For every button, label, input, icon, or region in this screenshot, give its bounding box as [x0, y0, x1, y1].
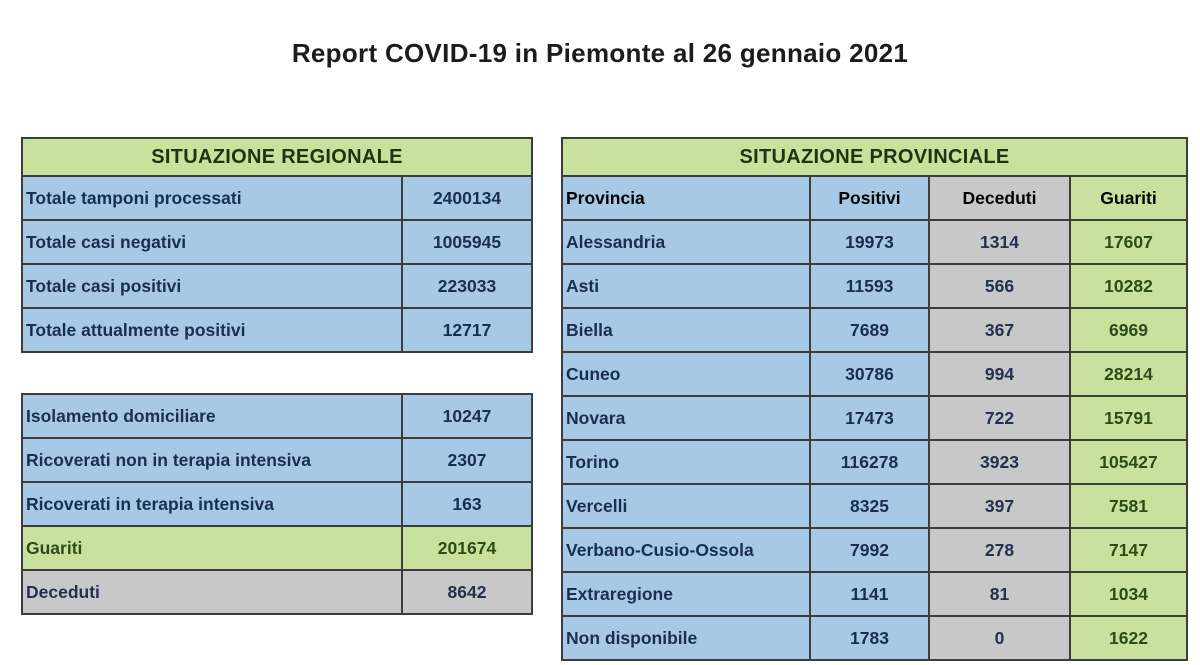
cell-deceduti: 722 — [928, 395, 1071, 441]
column-header-row: Provincia Positivi Deceduti Guariti — [561, 175, 1189, 221]
table-row: Alessandria 19973 1314 17607 — [561, 219, 1189, 265]
row-value: 8642 — [401, 569, 533, 615]
cell-guariti: 10282 — [1068, 263, 1189, 309]
cell-positivi: 19973 — [809, 219, 930, 265]
section-gap — [21, 353, 531, 393]
row-value: 201674 — [401, 525, 533, 571]
provincial-header-row: SITUAZIONE PROVINCIALE — [560, 137, 1189, 177]
cell-provincia: Verbano-Cusio-Ossola — [561, 527, 811, 573]
cell-deceduti: 81 — [928, 571, 1071, 617]
cell-provincia: Torino — [561, 439, 811, 485]
row-label: Ricoverati in terapia intensiva — [21, 481, 403, 527]
table-row: Totale tamponi processati 2400134 — [21, 175, 534, 221]
table-row: Totale attualmente positivi 12717 — [21, 307, 534, 353]
cell-guariti: 6969 — [1068, 307, 1189, 353]
cell-guariti: 28214 — [1068, 351, 1189, 397]
table-row: Vercelli 8325 397 7581 — [561, 483, 1189, 529]
table-row: Torino 116278 3923 105427 — [561, 439, 1189, 485]
row-label: Isolamento domiciliare — [21, 393, 403, 439]
cell-positivi: 8325 — [809, 483, 930, 529]
table-row-guariti: Guariti 201674 — [21, 525, 533, 571]
cell-positivi: 1141 — [809, 571, 930, 617]
table-row: Non disponibile 1783 0 1622 — [561, 615, 1189, 661]
cell-deceduti: 278 — [928, 527, 1071, 573]
table-row: Extraregione 1141 81 1034 — [561, 571, 1189, 617]
column-header-positivi: Positivi — [809, 175, 930, 221]
regional-header-row: SITUAZIONE REGIONALE — [20, 137, 534, 177]
cell-deceduti: 397 — [928, 483, 1071, 529]
cell-provincia: Asti — [561, 263, 811, 309]
row-value: 2307 — [401, 437, 533, 483]
column-header-deceduti: Deceduti — [928, 175, 1071, 221]
cell-guariti: 7581 — [1068, 483, 1189, 529]
cell-guariti: 105427 — [1068, 439, 1189, 485]
table-row: Novara 17473 722 15791 — [561, 395, 1189, 441]
cell-provincia: Cuneo — [561, 351, 811, 397]
cell-positivi: 11593 — [809, 263, 930, 309]
table-row-deceduti: Deceduti 8642 — [21, 569, 533, 615]
table-row: Biella 7689 367 6969 — [561, 307, 1189, 353]
cell-positivi: 116278 — [809, 439, 930, 485]
row-value: 12717 — [400, 307, 534, 353]
cell-deceduti: 3923 — [928, 439, 1071, 485]
row-label: Deceduti — [21, 569, 403, 615]
cell-provincia: Vercelli — [561, 483, 811, 529]
regional-summary-table: SITUAZIONE REGIONALE Totale tamponi proc… — [20, 137, 534, 353]
cell-deceduti: 566 — [928, 263, 1071, 309]
cell-positivi: 30786 — [809, 351, 930, 397]
row-label: Totale casi negativi — [21, 219, 403, 265]
row-label: Totale tamponi processati — [21, 175, 403, 221]
cell-guariti: 1034 — [1068, 571, 1189, 617]
table-row: Isolamento domiciliare 10247 — [21, 393, 533, 439]
table-row: Ricoverati non in terapia intensiva 2307 — [21, 437, 533, 483]
regional-detail-table: Isolamento domiciliare 10247 Ricoverati … — [21, 393, 533, 615]
cell-provincia: Novara — [561, 395, 811, 441]
column-header-guariti: Guariti — [1068, 175, 1189, 221]
cell-guariti: 15791 — [1068, 395, 1189, 441]
regional-table-header: SITUAZIONE REGIONALE — [20, 137, 534, 177]
regional-section: SITUAZIONE REGIONALE Totale tamponi proc… — [20, 137, 534, 615]
row-value: 2400134 — [400, 175, 534, 221]
report-content: SITUAZIONE REGIONALE Totale tamponi proc… — [20, 137, 1189, 661]
column-header-provincia: Provincia — [561, 175, 811, 221]
provincial-table: SITUAZIONE PROVINCIALE Provincia Positiv… — [560, 137, 1189, 661]
row-label: Totale casi positivi — [21, 263, 403, 309]
cell-positivi: 17473 — [809, 395, 930, 441]
cell-guariti: 1622 — [1068, 615, 1189, 661]
cell-deceduti: 1314 — [928, 219, 1071, 265]
row-label: Ricoverati non in terapia intensiva — [21, 437, 403, 483]
provincial-table-header: SITUAZIONE PROVINCIALE — [560, 137, 1189, 177]
provincial-section: SITUAZIONE PROVINCIALE Provincia Positiv… — [560, 137, 1189, 661]
cell-provincia: Non disponibile — [561, 615, 811, 661]
row-value: 223033 — [400, 263, 534, 309]
cell-deceduti: 994 — [928, 351, 1071, 397]
table-row: Ricoverati in terapia intensiva 163 — [21, 481, 533, 527]
row-value: 163 — [401, 481, 533, 527]
cell-provincia: Biella — [561, 307, 811, 353]
cell-guariti: 7147 — [1068, 527, 1189, 573]
row-label: Guariti — [21, 525, 403, 571]
row-label: Totale attualmente positivi — [21, 307, 403, 353]
cell-positivi: 7992 — [809, 527, 930, 573]
table-row: Verbano-Cusio-Ossola 7992 278 7147 — [561, 527, 1189, 573]
page-title: Report COVID-19 in Piemonte al 26 gennai… — [291, 38, 909, 68]
table-row: Totale casi positivi 223033 — [21, 263, 534, 309]
cell-deceduti: 367 — [928, 307, 1071, 353]
cell-provincia: Alessandria — [561, 219, 811, 265]
cell-guariti: 17607 — [1068, 219, 1189, 265]
table-row: Totale casi negativi 1005945 — [21, 219, 534, 265]
cell-provincia: Extraregione — [561, 571, 811, 617]
cell-deceduti: 0 — [928, 615, 1071, 661]
cell-positivi: 7689 — [809, 307, 930, 353]
table-row: Cuneo 30786 994 28214 — [561, 351, 1189, 397]
row-value: 10247 — [401, 393, 533, 439]
cell-positivi: 1783 — [809, 615, 930, 661]
table-row: Asti 11593 566 10282 — [561, 263, 1189, 309]
row-value: 1005945 — [400, 219, 534, 265]
